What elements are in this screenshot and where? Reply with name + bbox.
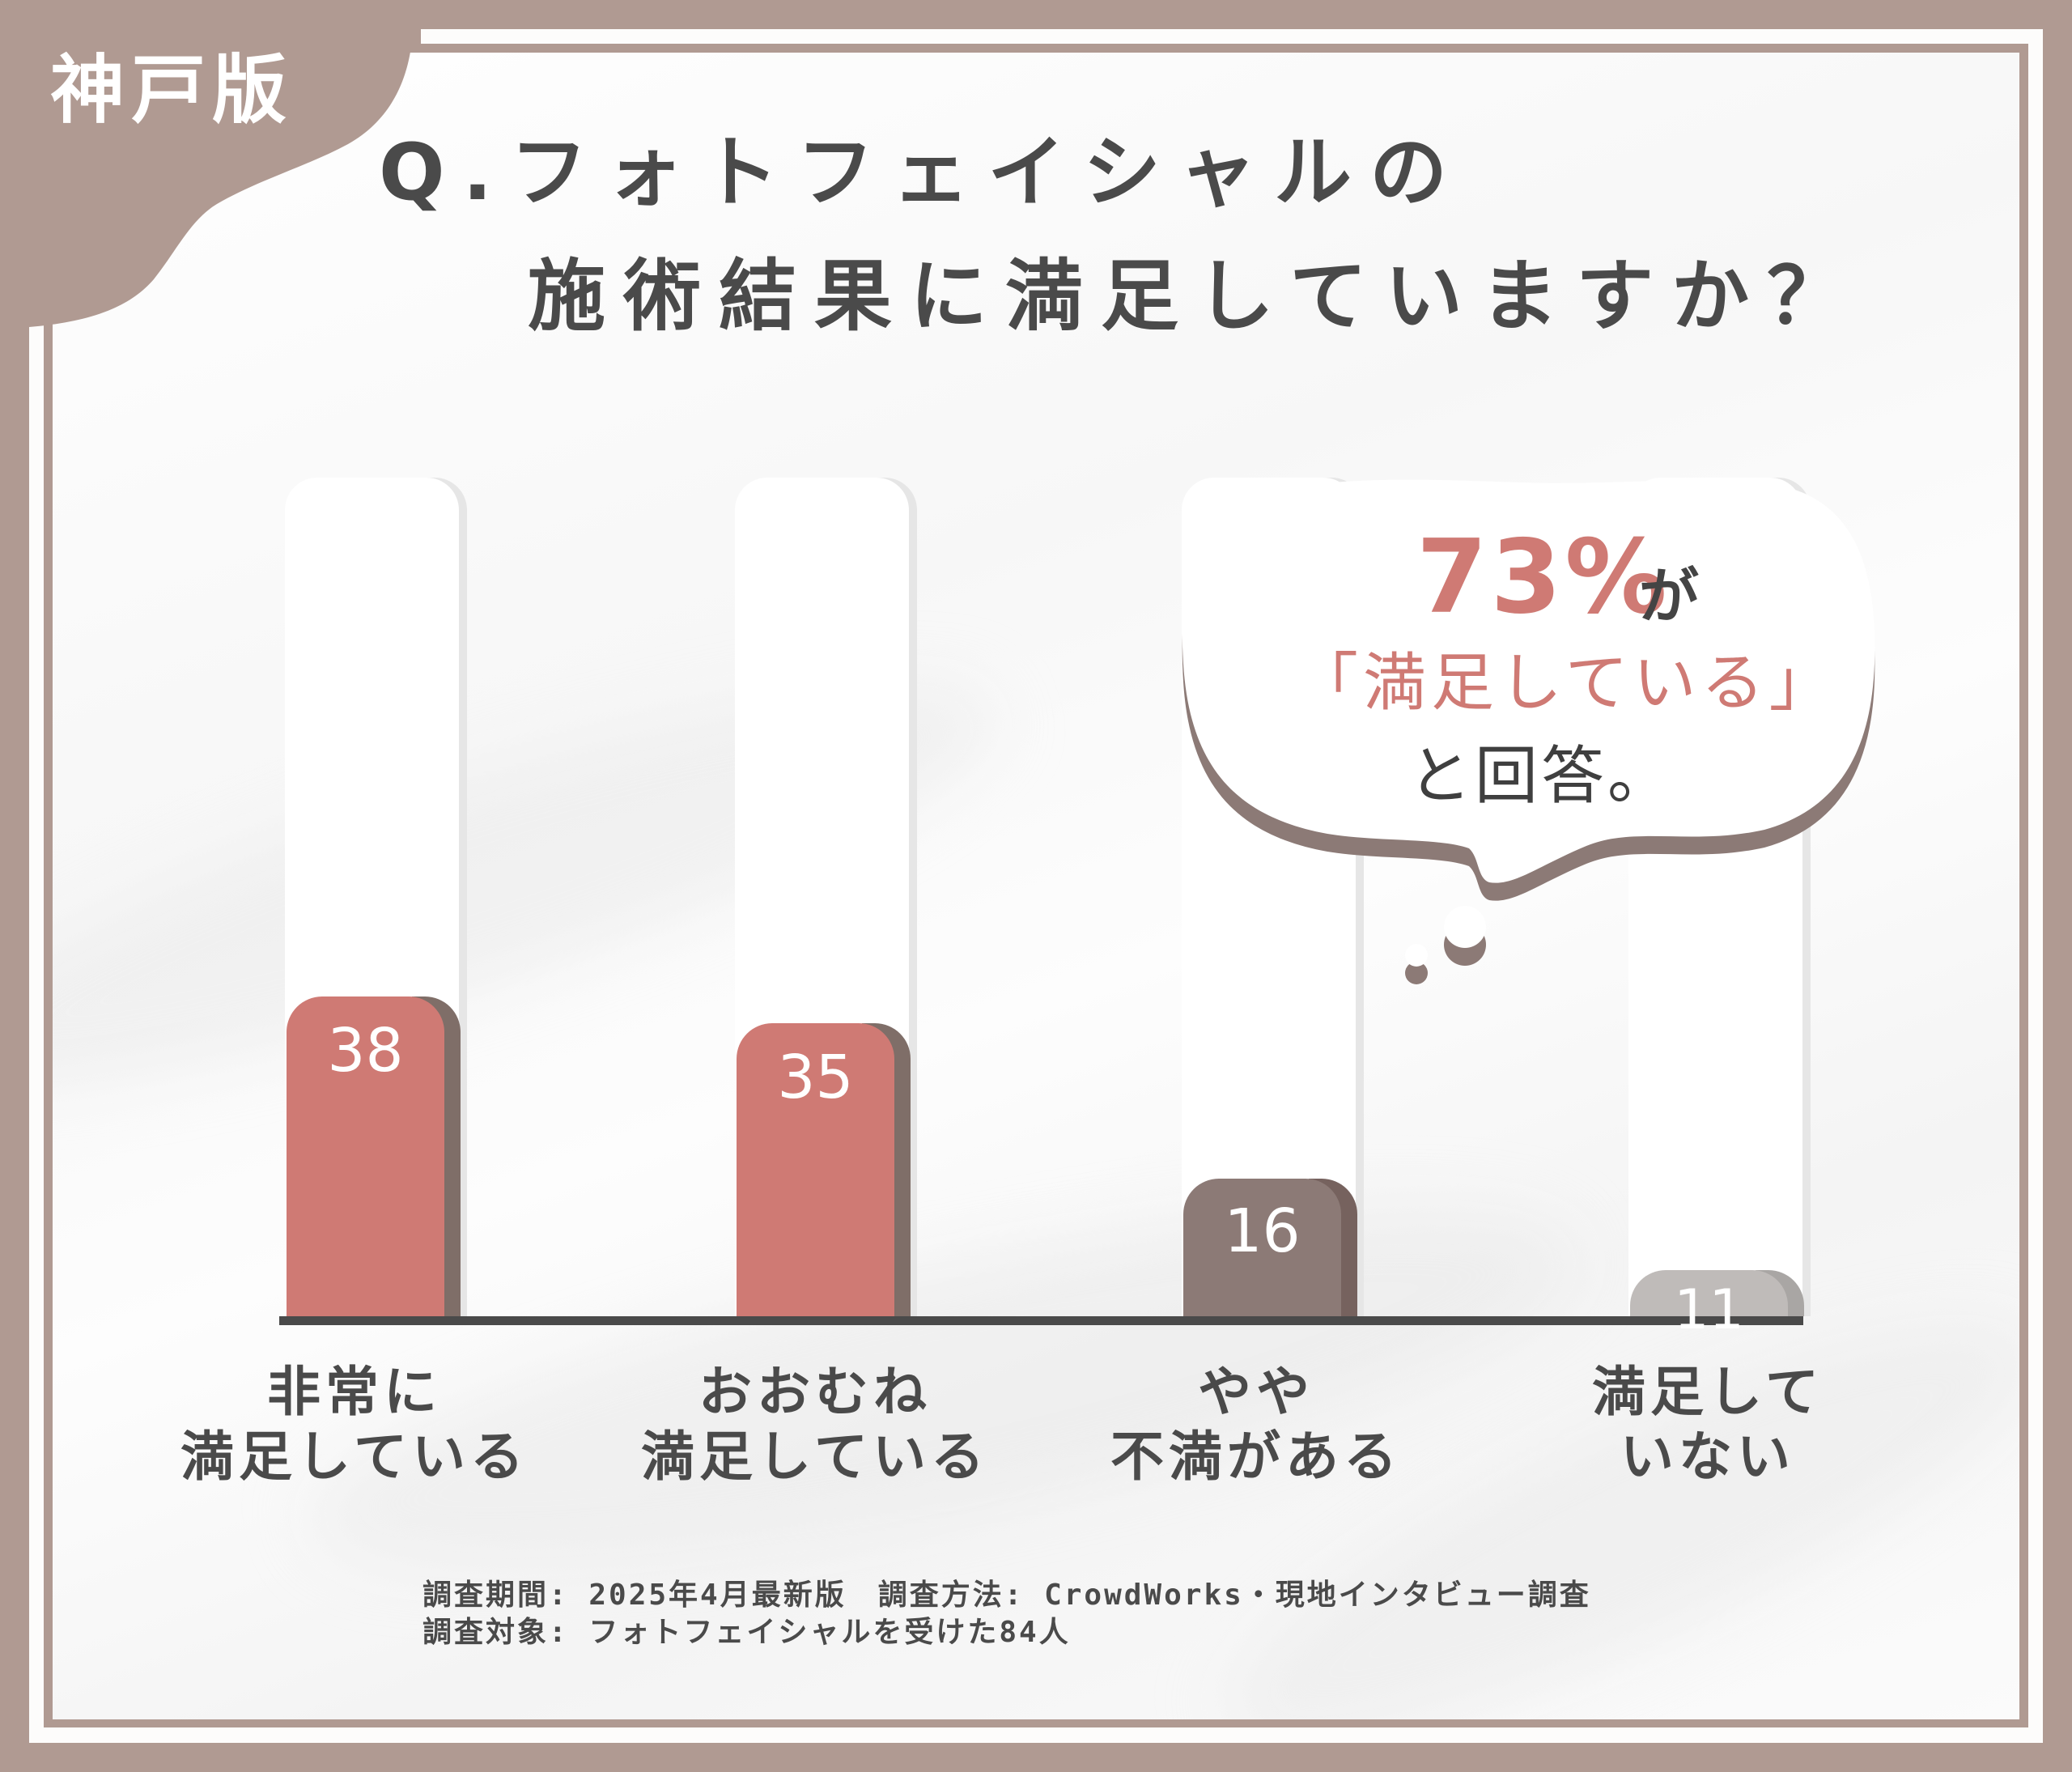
speech-bubble-icon [1182,479,1875,984]
bar-value: 11 [1674,1278,1744,1342]
bar-somewhat-dissatisfied: 16 [1183,1179,1357,1316]
callout-suffix: と回答。 [1408,740,1675,813]
callout-particle: が [1639,562,1699,631]
bar-mostly-satisfied: 35 [737,1023,911,1316]
bar-face [1183,1179,1341,1316]
bar-face [1630,1270,1788,1316]
x-label-not-satisfied: 満足して いない [1497,1360,1918,1489]
x-label-mostly-satisfied: おおむね 満足している [605,1360,1025,1489]
bar-value: 38 [327,1016,404,1086]
bar-value: 35 [777,1043,854,1112]
x-label-line: 満足している [640,1426,990,1488]
x-label-line: 不満がある [1110,1426,1402,1488]
x-label-line: 満足している [180,1426,529,1488]
bar-not-satisfied: 11 [1630,1270,1804,1338]
x-label-line: おおむね [698,1361,932,1423]
region-badge: 神戸版 [50,47,294,134]
x-label-somewhat-dissatisfied: やや 不満がある [1046,1360,1467,1489]
x-label-line: やや [1198,1361,1314,1423]
x-label-line: 非常に [267,1361,442,1423]
bar-face [737,1023,894,1316]
callout-percent: 73% [1416,517,1671,636]
callout-quote: 「満足している」 [1295,647,1837,720]
chart-title-line-2: 施術結果に満足していますか？ [528,251,1863,342]
chart-title-line-1: Q.フォトフェイシャルの [379,127,1466,218]
x-label-very-satisfied: 非常に 満足している [144,1360,565,1489]
x-label-line: いない [1620,1426,1795,1488]
bar-very-satisfied: 38 [287,996,461,1316]
footnote-survey-target: 調査対象: フォトフェイシャルを受けた84人 [422,1616,1071,1649]
x-label-line: 満足して [1591,1361,1824,1423]
corner-badge-shape [0,0,421,340]
footnote-survey-period-method: 調査期間: 2025年4月最新版 調査方法: CrowdWorks・現地インタビ… [422,1579,1591,1612]
bar-value: 16 [1224,1196,1301,1266]
x-axis-baseline [279,1316,1803,1325]
bar-face [287,996,444,1316]
